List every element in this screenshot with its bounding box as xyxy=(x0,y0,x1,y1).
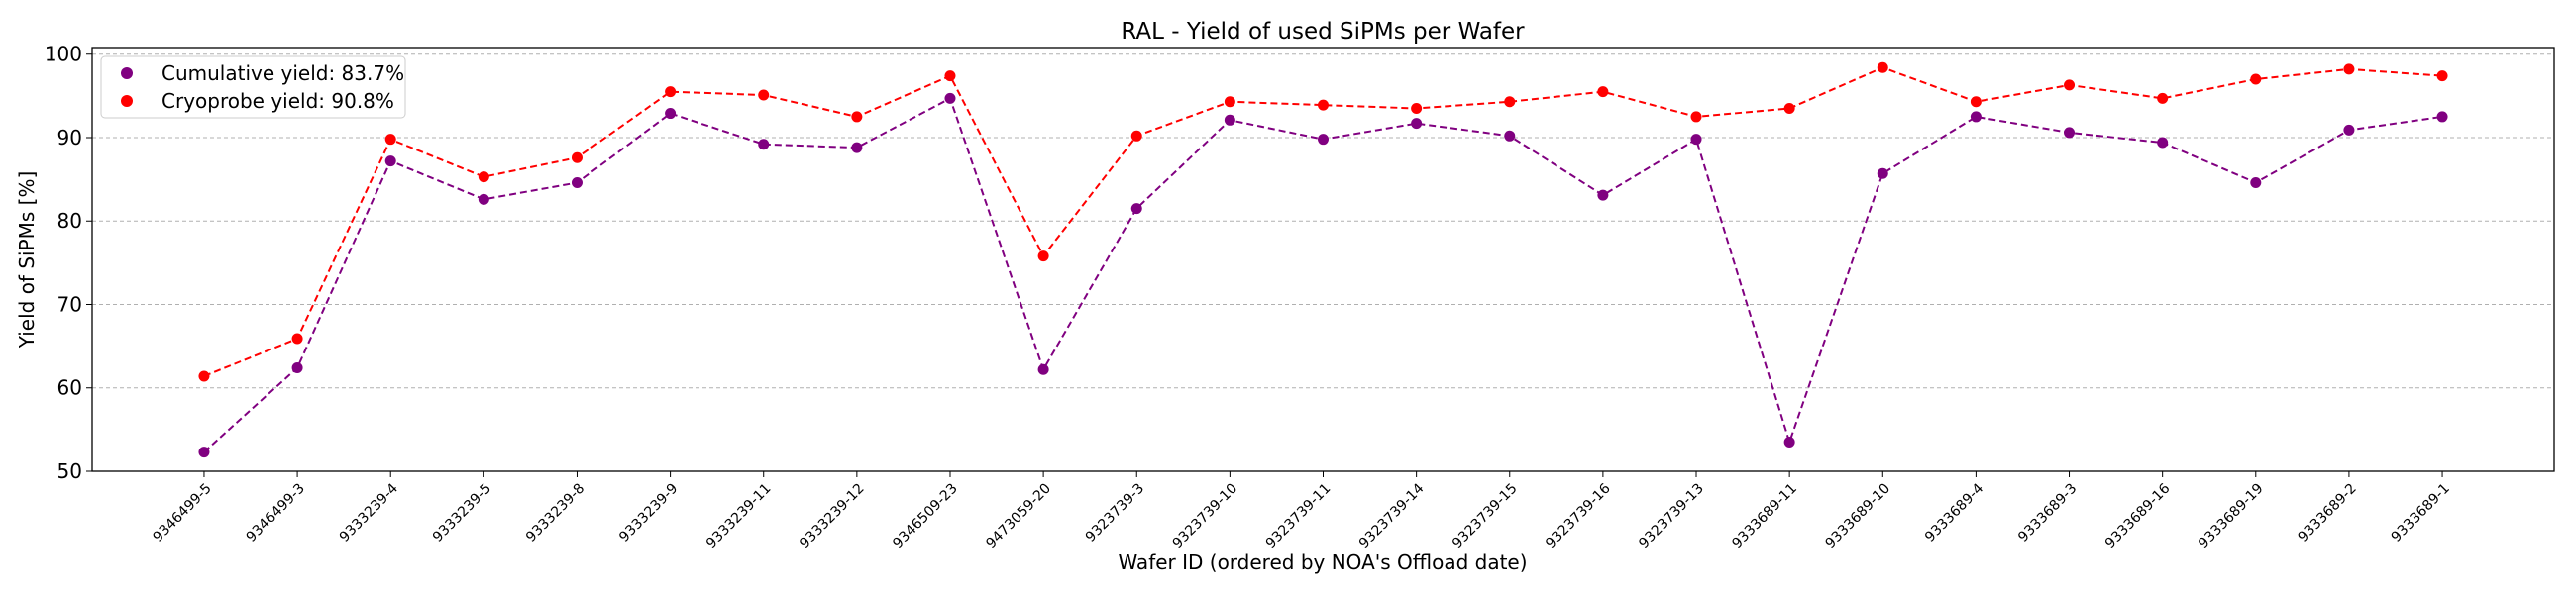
y-tick-label: 90 xyxy=(57,126,82,150)
x-tick-label: 9333689-1 xyxy=(2389,481,2453,546)
data-point-cumulative xyxy=(1783,437,1795,448)
data-point-cryoprobe xyxy=(478,171,489,183)
data-point-cumulative xyxy=(1130,203,1142,215)
x-tick-label: 9323739-13 xyxy=(1636,481,1707,552)
data-point-cryoprobe xyxy=(1690,111,1702,123)
data-point-cryoprobe xyxy=(944,70,956,82)
data-point-cumulative xyxy=(2343,124,2355,136)
data-point-cryoprobe xyxy=(291,333,303,345)
x-tick-label: 9333689-16 xyxy=(2102,480,2174,551)
data-point-cryoprobe xyxy=(1411,103,1423,115)
data-point-cryoprobe xyxy=(384,134,396,146)
y-axis-label: Yield of SiPMs [%] xyxy=(15,171,39,349)
x-tick-label: 9323739-3 xyxy=(1083,481,1147,546)
data-point-cryoprobe xyxy=(2064,79,2076,91)
data-point-cumulative xyxy=(1318,134,1329,146)
data-point-cryoprobe xyxy=(198,370,210,382)
x-tick-label: 9346509-23 xyxy=(890,481,961,552)
y-tick-label: 100 xyxy=(45,43,82,66)
y-tick-label: 50 xyxy=(57,459,82,483)
data-point-cumulative xyxy=(478,193,489,205)
x-tick-label: 9333689-3 xyxy=(2015,481,2080,546)
data-point-cryoprobe xyxy=(1970,96,1982,108)
chart-title: RAL - Yield of used SiPMs per Wafer xyxy=(1121,19,1525,45)
x-tick-label: 9323739-16 xyxy=(1543,480,1614,551)
data-point-cryoprobe xyxy=(571,151,583,163)
x-axis-label: Wafer ID (ordered by NOA's Offload date) xyxy=(1118,550,1527,574)
data-point-cumulative xyxy=(1037,363,1049,375)
data-point-cumulative xyxy=(1411,118,1423,130)
data-point-cryoprobe xyxy=(2343,63,2355,75)
data-point-cumulative xyxy=(1970,111,1982,123)
y-tick-label: 60 xyxy=(57,376,82,400)
data-point-cryoprobe xyxy=(1877,61,1888,73)
data-point-cumulative xyxy=(758,139,770,150)
legend-label-cumulative: Cumulative yield: 83.7% xyxy=(161,61,404,85)
data-point-cryoprobe xyxy=(2436,70,2448,82)
legend-marker-cryoprobe xyxy=(121,95,133,107)
y-tick-label: 70 xyxy=(57,292,82,316)
data-point-cumulative xyxy=(571,176,583,188)
x-tick-label: 9473059-20 xyxy=(983,481,1054,552)
y-tick-label: 80 xyxy=(57,209,82,233)
data-point-cryoprobe xyxy=(2250,73,2262,85)
x-tick-label: 9323739-10 xyxy=(1170,481,1241,552)
data-point-cumulative xyxy=(2436,111,2448,123)
data-point-cryoprobe xyxy=(1037,250,1049,262)
x-tick-label: 9333239-9 xyxy=(616,481,681,546)
data-point-cryoprobe xyxy=(1224,96,1235,108)
x-tick-label: 9346499-5 xyxy=(151,481,215,546)
data-point-cumulative xyxy=(944,92,956,104)
data-point-cumulative xyxy=(2064,127,2076,139)
data-point-cryoprobe xyxy=(2157,92,2169,104)
data-point-cumulative xyxy=(1597,189,1609,201)
data-point-cryoprobe xyxy=(1130,130,1142,142)
data-point-cumulative xyxy=(665,108,677,120)
x-tick-label: 9333689-2 xyxy=(2295,481,2359,546)
data-point-cumulative xyxy=(2250,176,2262,188)
axes-frame xyxy=(91,47,2555,472)
data-point-cryoprobe xyxy=(758,89,770,101)
data-point-cumulative xyxy=(198,447,210,458)
x-tick-label: 9333239-4 xyxy=(337,480,401,545)
series-layer xyxy=(198,61,2448,458)
data-point-cumulative xyxy=(1504,130,1516,142)
data-point-cryoprobe xyxy=(1318,99,1329,111)
grid-lines xyxy=(92,53,2554,472)
data-point-cryoprobe xyxy=(1504,96,1516,108)
x-tick-label: 9323739-15 xyxy=(1449,481,1521,552)
x-tick-label: 9333239-11 xyxy=(703,481,775,552)
series-line-cryoprobe xyxy=(203,66,2443,377)
legend: Cumulative yield: 83.7% Cryoprobe yield:… xyxy=(100,55,406,119)
x-tick-label: 9333689-4 xyxy=(1922,480,1986,545)
data-point-cumulative xyxy=(1877,167,1888,179)
x-tick-label: 9333239-8 xyxy=(523,481,588,546)
data-point-cryoprobe xyxy=(1783,103,1795,115)
data-point-cumulative xyxy=(2157,137,2169,149)
x-tick-label: 9333239-5 xyxy=(430,481,494,546)
data-point-cryoprobe xyxy=(851,111,863,123)
data-point-cumulative xyxy=(1224,114,1235,126)
legend-box xyxy=(100,55,406,119)
x-tick-label: 9323739-14 xyxy=(1356,480,1428,551)
x-tick-label: 9333239-12 xyxy=(797,481,868,552)
x-axis-ticks: 9346499-5 9346499-3 9333239-4 9333239-5 9333… xyxy=(151,471,2453,551)
x-tick-label: 9346499-3 xyxy=(244,481,308,546)
data-point-cumulative xyxy=(851,142,863,153)
data-point-cumulative xyxy=(384,155,396,167)
data-point-cryoprobe xyxy=(665,86,677,98)
x-tick-label: 9333689-19 xyxy=(2196,481,2267,552)
legend-label-cryoprobe: Cryoprobe yield: 90.8% xyxy=(161,89,394,113)
legend-marker-cumulative xyxy=(121,67,133,79)
data-point-cumulative xyxy=(1690,134,1702,146)
x-tick-label: 9333689-11 xyxy=(1729,481,1800,552)
y-axis-ticks: 50 60 70 80 90 100 xyxy=(45,43,92,483)
x-tick-label: 9323739-11 xyxy=(1263,481,1335,552)
data-point-cryoprobe xyxy=(1597,86,1609,98)
x-tick-label: 9333689-10 xyxy=(1823,481,1894,552)
series-line-cumulative xyxy=(203,96,2443,453)
data-point-cumulative xyxy=(291,362,303,374)
